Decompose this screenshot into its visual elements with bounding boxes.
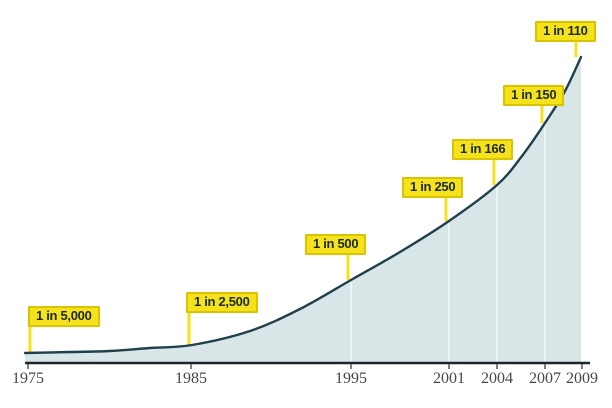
area-fill	[25, 57, 581, 363]
prevalence-callout-2009: 1 in 110	[535, 21, 596, 42]
x-tick-label-2009: 2009	[566, 370, 598, 387]
prevalence-callout-2001: 1 in 250	[402, 177, 464, 198]
x-tick-label-1985: 1985	[175, 370, 207, 387]
x-tick-label-1995: 1995	[335, 370, 367, 387]
prevalence-callout-1985: 1 in 2,500	[186, 292, 258, 313]
prevalence-callout-1975: 1 in 5,000	[28, 306, 100, 327]
prevalence-curve	[23, 55, 583, 355]
prevalence-callout-1995: 1 in 500	[305, 234, 367, 255]
x-tick-label-2001: 2001	[433, 370, 465, 387]
prevalence-callout-2007: 1 in 150	[503, 85, 565, 106]
x-tick-label-1975: 1975	[12, 370, 44, 387]
x-tick-label-2004: 2004	[481, 370, 513, 387]
x-tick-label-2007: 2007	[529, 370, 561, 387]
prevalence-callout-2004: 1 in 166	[452, 139, 514, 160]
